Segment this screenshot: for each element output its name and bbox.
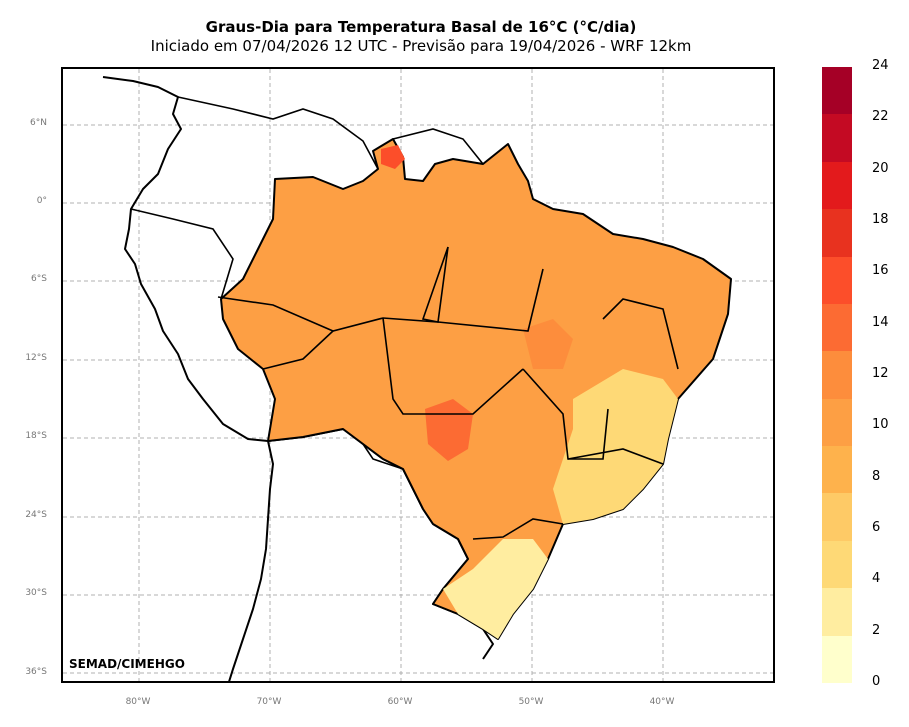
lon-tick-label: 70°W xyxy=(256,697,282,707)
colorbar-tick-label: 2 xyxy=(872,622,881,638)
map-subtitle: Iniciado em 07/04/2026 12 UTC - Previsão… xyxy=(150,37,692,55)
colorbar-tick-label: 20 xyxy=(872,160,889,176)
lat-tick-label: 30°S xyxy=(25,588,47,598)
hotspot-roraima xyxy=(381,145,405,169)
border-guianas xyxy=(392,128,484,165)
lat-tick-label: 0° xyxy=(36,196,47,206)
border-venezuela xyxy=(177,96,379,170)
colorbar-segment xyxy=(822,588,852,636)
colorbar-segment xyxy=(822,446,852,494)
colorbar-segment xyxy=(822,351,852,399)
state-border-amazonas xyxy=(217,246,449,332)
colorbar-segment xyxy=(822,209,852,257)
border-bolivia xyxy=(262,330,334,370)
state-border-para xyxy=(421,246,544,332)
colorbar-tick-label: 8 xyxy=(872,468,881,484)
southeast-light-region xyxy=(553,369,678,524)
lat-tick-label: 6°N xyxy=(30,118,47,128)
lat-tick-label: 18°S xyxy=(25,431,47,441)
colorbar xyxy=(822,67,852,683)
colorbar-tick-label: 10 xyxy=(872,417,889,433)
colorbar-segment xyxy=(822,303,852,352)
colorbar-segment xyxy=(822,540,852,589)
state-border-bahia xyxy=(602,298,679,370)
lon-tick-label: 40°W xyxy=(649,697,675,707)
colorbar-tick-label: 4 xyxy=(872,571,881,587)
border-paraguay xyxy=(362,443,404,470)
continent-outline xyxy=(102,76,274,681)
state-border-south xyxy=(472,518,564,540)
hotspot-central xyxy=(523,319,573,369)
colorbar-tick-label: 12 xyxy=(872,366,889,381)
lon-tick-label: 80°W xyxy=(125,697,151,707)
colorbar-tick-label: 14 xyxy=(872,314,889,330)
colorbar-tick-label: 6 xyxy=(872,520,881,535)
colorbar-segment xyxy=(822,635,852,683)
south-light-region xyxy=(443,539,548,639)
colorbar-segment xyxy=(822,493,852,541)
colorbar-segment xyxy=(822,114,852,162)
colorbar-tick-label: 18 xyxy=(872,212,889,227)
credit-label: SEMAD/CIMEHGO xyxy=(69,657,185,671)
border-colombia-peru xyxy=(130,208,234,300)
colorbar-segment xyxy=(822,398,852,447)
colorbar-tick-label: 22 xyxy=(872,109,889,125)
map-frame: SEMAD/CIMEHGO xyxy=(61,67,775,683)
colorbar-tick-label: 24 xyxy=(872,58,889,73)
lon-tick-label: 50°W xyxy=(518,697,544,707)
colorbar-tick-label: 16 xyxy=(872,263,889,279)
lat-tick-label: 24°S xyxy=(25,510,47,520)
lat-tick-label: 12°S xyxy=(25,353,47,363)
lon-tick-label: 60°W xyxy=(387,697,413,707)
map-title: Graus-Dia para Temperatura Basal de 16°C… xyxy=(205,18,637,36)
lat-tick-label: 6°S xyxy=(31,274,47,284)
colorbar-segment xyxy=(822,67,852,115)
colorbar-segment xyxy=(822,161,852,210)
map-canvas xyxy=(63,69,773,681)
state-border-mato-grosso xyxy=(382,317,524,415)
colorbar-segment xyxy=(822,256,852,304)
state-border-minas xyxy=(567,448,664,465)
lat-tick-label: 36°S xyxy=(25,667,47,677)
colorbar-tick-label: 0 xyxy=(872,674,881,689)
